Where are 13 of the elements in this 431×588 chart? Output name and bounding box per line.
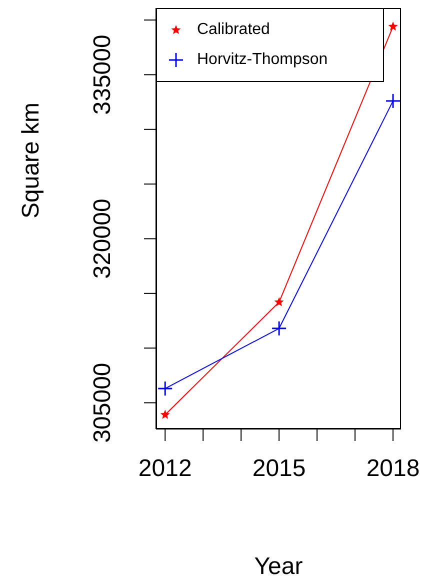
y-axis-title: Square km — [18, 102, 45, 218]
x-axis-title: Year — [254, 553, 303, 580]
y-tick-label: 335000 — [89, 34, 116, 115]
legend-label: Calibrated — [197, 21, 270, 39]
x-tick-label: 2015 — [252, 455, 306, 482]
x-tick-label: 2018 — [366, 455, 420, 482]
x-tick-label: 2012 — [138, 455, 192, 482]
y-tick-label: 320000 — [89, 198, 116, 279]
y-tick-label: 305000 — [89, 362, 116, 443]
legend-label: Horvitz-Thompson — [197, 51, 328, 69]
point — [388, 22, 398, 31]
point — [274, 297, 284, 306]
point — [160, 410, 170, 419]
